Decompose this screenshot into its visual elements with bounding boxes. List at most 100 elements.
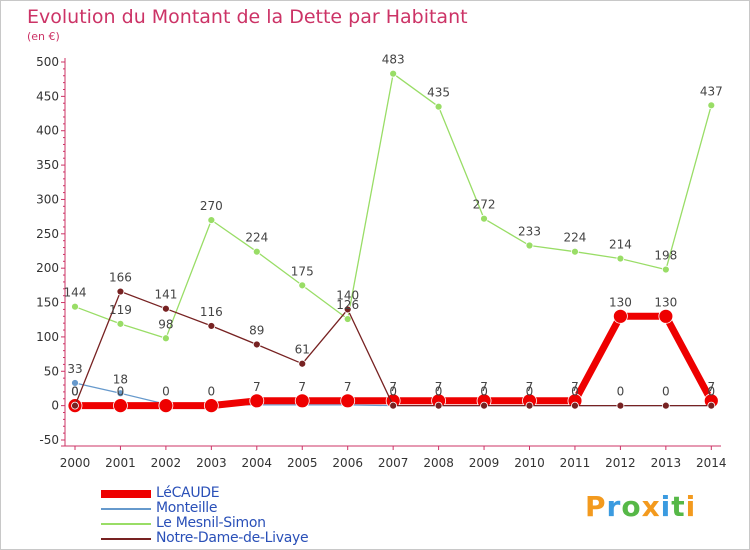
- data-label: 437: [700, 84, 723, 98]
- data-label: 7: [526, 380, 534, 394]
- data-point: [71, 302, 79, 311]
- data-label: 175: [291, 264, 314, 278]
- data-label: 0: [526, 385, 534, 399]
- legend-swatch: [101, 538, 151, 540]
- data-label: 98: [158, 317, 173, 331]
- data-point: [71, 379, 79, 387]
- data-point: [707, 101, 716, 110]
- data-point: [298, 281, 307, 290]
- data-label: 0: [208, 385, 216, 399]
- data-point: [616, 254, 625, 263]
- x-tick-label: 2011: [560, 456, 591, 470]
- data-point: [116, 389, 125, 398]
- data-label: 0: [617, 385, 625, 399]
- y-tick-label: 100: [36, 330, 59, 344]
- data-label: 7: [571, 380, 579, 394]
- x-tick-label: 2013: [651, 456, 682, 470]
- data-point: [116, 319, 125, 328]
- data-label: 61: [295, 343, 310, 357]
- data-point: [294, 393, 310, 409]
- data-point: [525, 241, 534, 250]
- data-point: [525, 401, 534, 410]
- data-label: 89: [249, 323, 264, 337]
- data-label: 0: [480, 385, 488, 399]
- data-point: [249, 393, 265, 409]
- data-point: [161, 334, 170, 343]
- legend-label: LéCAUDE: [156, 485, 220, 501]
- data-point: [252, 247, 261, 256]
- x-tick-label: 2010: [514, 456, 545, 470]
- data-point: [113, 398, 128, 414]
- legend-label: Le Mesnil-Simon: [156, 515, 266, 531]
- data-label: 130: [609, 295, 632, 309]
- data-label: 224: [245, 231, 268, 245]
- x-tick-label: 2006: [332, 456, 363, 470]
- x-tick-label: 2007: [378, 456, 409, 470]
- data-label: 272: [473, 198, 496, 212]
- data-point: [161, 304, 170, 313]
- y-tick-label: 150: [36, 296, 59, 310]
- data-point: [480, 401, 488, 410]
- y-tick-label: 350: [36, 158, 59, 172]
- x-tick-label: 2008: [423, 456, 454, 470]
- data-label: 7: [389, 380, 397, 394]
- proxiti-logo: Proxiti: [585, 490, 697, 523]
- x-tick-label: 2003: [196, 456, 227, 470]
- data-label: 233: [518, 225, 541, 239]
- chart-subtitle: (en €): [27, 30, 60, 43]
- data-label: 0: [571, 385, 579, 399]
- data-label: 130: [654, 295, 677, 309]
- data-point: [480, 214, 488, 223]
- y-tick-label: 50: [44, 364, 59, 378]
- x-tick-label: 2004: [242, 456, 273, 470]
- data-point: [207, 322, 216, 330]
- data-point: [658, 308, 674, 324]
- data-label: 0: [435, 385, 443, 399]
- data-label: 140: [336, 288, 359, 302]
- data-point: [661, 401, 670, 410]
- y-tick-label: 0: [51, 399, 59, 413]
- data-label: 119: [109, 303, 132, 317]
- data-point: [707, 401, 716, 410]
- x-tick-label: 2002: [151, 456, 182, 470]
- data-label: 0: [162, 385, 170, 399]
- x-tick-label: 2012: [605, 456, 636, 470]
- data-label: 483: [382, 53, 405, 67]
- y-tick-label: 400: [36, 124, 59, 138]
- data-point: [298, 359, 307, 368]
- data-label: 0: [662, 385, 670, 399]
- legend-label: Notre-Dame-de-Livaye: [156, 530, 309, 546]
- data-label: 18: [113, 372, 128, 386]
- data-point: [343, 305, 352, 314]
- data-label: 7: [253, 380, 261, 394]
- x-tick-label: 2014: [696, 456, 727, 470]
- data-point: [571, 247, 579, 256]
- data-point: [434, 102, 443, 111]
- data-label: 7: [344, 380, 352, 394]
- data-point: [389, 401, 398, 410]
- y-tick-label: 200: [36, 261, 59, 275]
- data-label: 7: [707, 380, 715, 394]
- data-label: 198: [654, 249, 677, 263]
- x-tick-label: 2005: [287, 456, 318, 470]
- x-tick-label: 2001: [105, 456, 136, 470]
- chart-title: Evolution du Montant de la Dette par Hab…: [27, 6, 468, 28]
- data-label: 33: [67, 362, 82, 376]
- data-label: 7: [435, 380, 443, 394]
- data-point: [571, 401, 579, 410]
- y-tick-label: 300: [36, 192, 59, 206]
- data-label: 116: [200, 305, 223, 319]
- legend-swatch: [101, 523, 151, 525]
- y-tick-label: 500: [36, 55, 59, 69]
- data-label: 270: [200, 199, 223, 213]
- legend-swatch: [101, 508, 151, 510]
- y-tick-label: -50: [39, 433, 59, 447]
- y-tick-label: 450: [36, 89, 59, 103]
- legend-swatch: [101, 490, 151, 498]
- series-notre-dame-de-livaye: [71, 287, 716, 410]
- legend-label: Monteille: [156, 500, 218, 516]
- data-point: [616, 401, 625, 410]
- data-label: 7: [298, 380, 306, 394]
